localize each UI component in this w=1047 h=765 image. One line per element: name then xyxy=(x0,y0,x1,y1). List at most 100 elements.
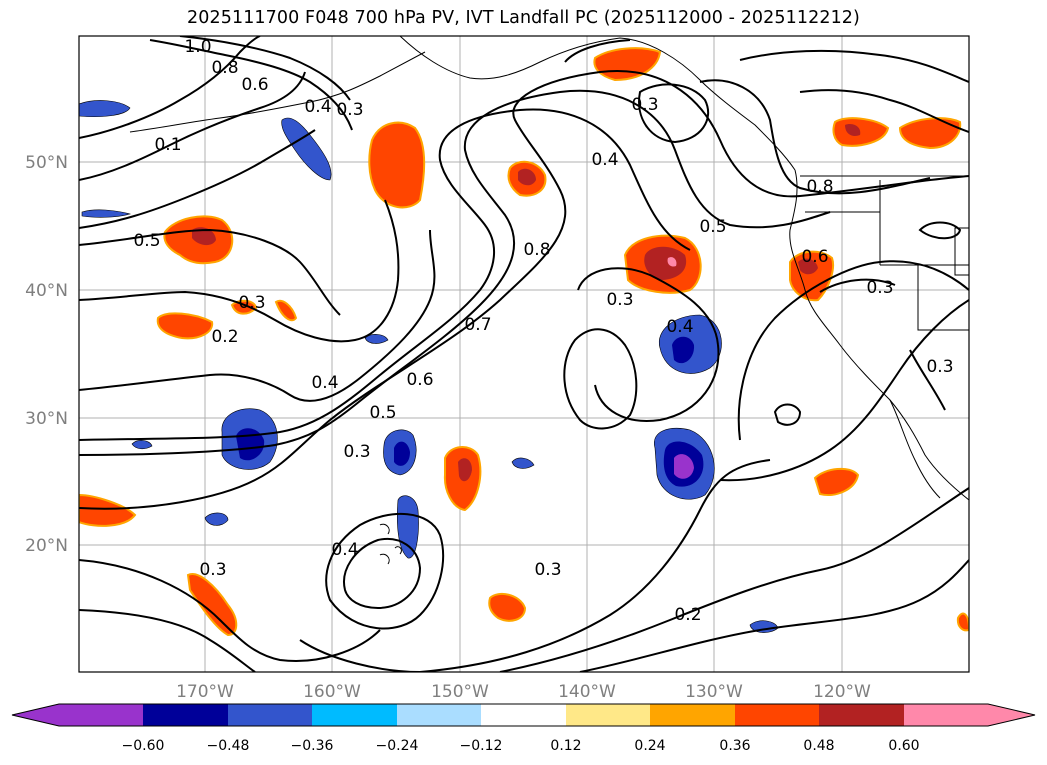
pv-contour xyxy=(79,70,969,510)
pos-blob xyxy=(956,612,969,632)
colorbar-segment xyxy=(819,704,904,726)
contour-label: 0.3 xyxy=(866,278,893,298)
pv-contour xyxy=(918,221,962,240)
colorbar-label: −0.12 xyxy=(460,738,503,754)
contour-label: 0.3 xyxy=(199,560,226,580)
pv-contour xyxy=(419,459,771,672)
colorbar-label: 0.12 xyxy=(550,738,581,754)
lon-label: 130°W xyxy=(685,682,743,702)
lon-label: 170°W xyxy=(176,682,234,702)
neg-blob xyxy=(383,429,417,476)
contour-label: 0.2 xyxy=(211,327,238,347)
contour-label: 0.3 xyxy=(926,357,953,377)
contour-label: 0.3 xyxy=(631,95,658,115)
contour-label: 0.5 xyxy=(369,403,396,423)
colorbar-labels: −0.60 −0.48 −0.36 −0.24 −0.12 0.12 0.24 … xyxy=(122,738,920,754)
contour-labels: 1.0 0.8 0.6 0.4 0.3 0.1 0.5 0.3 0.2 0.4 … xyxy=(133,37,953,625)
pv-contour xyxy=(79,228,341,316)
lon-label: 150°W xyxy=(431,682,489,702)
pv-contour xyxy=(819,278,896,293)
pv-contour xyxy=(79,559,381,662)
pos-blob xyxy=(507,160,547,197)
pv-contour xyxy=(325,512,444,630)
pos-blob xyxy=(156,312,214,340)
contour-label: 0.7 xyxy=(464,315,491,335)
colorbar-label: 0.60 xyxy=(888,738,919,754)
contour-label: 0.1 xyxy=(154,135,181,155)
contour-label: 0.5 xyxy=(133,231,160,251)
contour-label: 0.3 xyxy=(238,293,265,313)
colorbar-label: −0.36 xyxy=(291,738,334,754)
colorbar-label: −0.24 xyxy=(376,738,419,754)
colorbar-extend-high xyxy=(988,704,1035,726)
contour-label: 0.3 xyxy=(336,100,363,120)
pos-blob xyxy=(832,117,890,147)
pos-blob xyxy=(186,573,238,637)
pos-blob xyxy=(368,121,426,209)
colorbar-label: 0.24 xyxy=(634,738,665,754)
lon-label: 140°W xyxy=(558,682,616,702)
baja-california xyxy=(889,399,941,499)
contour-label: 0.8 xyxy=(806,177,833,197)
pos-blob xyxy=(789,250,834,302)
pos-blob xyxy=(443,446,482,512)
neg-blob xyxy=(204,512,229,526)
lon-label: 160°W xyxy=(303,682,361,702)
pv-contour xyxy=(79,199,400,343)
contour-label: 0.4 xyxy=(304,97,331,117)
pv-contour xyxy=(563,328,638,430)
colorbar-segments xyxy=(11,703,1036,727)
contour-label: 0.4 xyxy=(666,317,693,337)
contour-label: 0.6 xyxy=(406,370,433,390)
contour-label: 0.3 xyxy=(534,560,561,580)
lon-label: 120°W xyxy=(813,682,871,702)
pv-contours xyxy=(79,36,969,672)
pv-contour xyxy=(179,36,351,101)
pv-contour xyxy=(79,108,691,441)
neg-blob xyxy=(81,209,132,218)
contour-label: 0.3 xyxy=(606,290,633,310)
pos-blob xyxy=(488,592,527,622)
pv-contour xyxy=(149,39,353,131)
pv-contour xyxy=(499,487,969,672)
neg-blob xyxy=(131,440,153,450)
neg-blob xyxy=(364,334,389,344)
colorbar-extend-low xyxy=(12,704,59,726)
neg-blob xyxy=(79,100,131,118)
contour-label: 0.8 xyxy=(211,58,238,78)
pv-contour xyxy=(799,89,969,133)
pv-contour xyxy=(719,299,969,482)
colorbar-segment xyxy=(735,704,819,726)
pv-contour xyxy=(564,39,631,63)
pv-contour xyxy=(79,229,436,402)
contour-label: 0.6 xyxy=(801,247,828,267)
alaska-coast xyxy=(399,36,796,171)
colorbar-segment xyxy=(481,704,566,726)
coastlines xyxy=(129,36,969,565)
colorbar-segment xyxy=(397,704,481,726)
contour-label: 0.8 xyxy=(523,240,550,260)
colorbar-segment xyxy=(228,704,312,726)
lat-label: 20°N xyxy=(25,536,68,556)
colorbar-segment xyxy=(143,704,228,726)
contour-label: 0.4 xyxy=(331,540,358,560)
colorbar-segment xyxy=(650,704,735,726)
pos-blob xyxy=(813,467,860,496)
lat-label: 40°N xyxy=(25,281,68,301)
colorbar-label: −0.60 xyxy=(122,738,165,754)
pv-contour xyxy=(79,89,831,456)
pos-blob xyxy=(230,299,258,315)
neg-blob xyxy=(654,427,715,500)
hawaii xyxy=(379,523,402,565)
pos-blob xyxy=(163,215,234,265)
contour-label: 0.4 xyxy=(311,373,338,393)
pos-blob xyxy=(274,299,298,322)
lat-label: 30°N xyxy=(25,409,68,429)
colorbar-label: −0.48 xyxy=(207,738,250,754)
map-background xyxy=(79,36,969,672)
pv-contour xyxy=(79,609,256,672)
positive-pc-anomalies xyxy=(79,47,969,637)
north-america-coast xyxy=(789,169,969,501)
colorbar-segment xyxy=(566,704,650,726)
